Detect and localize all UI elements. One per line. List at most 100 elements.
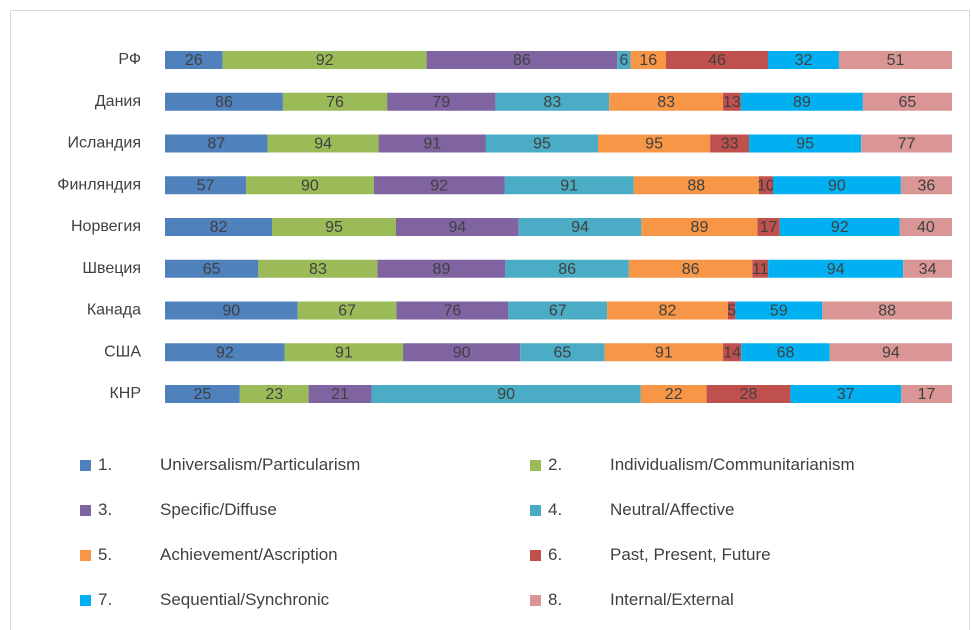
bar-segment: [609, 92, 724, 111]
bar-segment: [165, 134, 268, 153]
y-tick-label: Дания: [95, 93, 141, 110]
data-label: 95: [533, 136, 551, 153]
data-label: 76: [443, 303, 461, 320]
bar-segment: [900, 176, 952, 195]
data-label: 94: [571, 219, 589, 236]
bar-segment: [829, 343, 952, 362]
data-label: 83: [309, 261, 327, 278]
data-label: 5: [727, 303, 736, 320]
bar-segment: [640, 385, 707, 403]
y-tick-label: Финляндия: [57, 176, 141, 193]
data-label: 92: [430, 177, 448, 194]
data-label: 90: [453, 344, 471, 361]
data-label: 91: [335, 344, 353, 361]
data-label: 94: [448, 219, 466, 236]
bar-segment: [727, 301, 736, 320]
bar-segment: [752, 259, 769, 278]
data-label: 83: [657, 94, 675, 111]
legend-swatch: [80, 460, 91, 471]
bar-segment: [518, 218, 642, 236]
bar-segment: [282, 92, 388, 111]
legend-label: 8. Internal/External: [548, 590, 734, 609]
bar-segment: [403, 343, 521, 362]
legend-swatch: [530, 505, 541, 516]
bar-segment: [373, 176, 505, 195]
data-label: 94: [882, 344, 900, 361]
bar-segment: [165, 343, 285, 362]
data-label: 87: [207, 136, 225, 153]
data-label: 86: [215, 94, 233, 111]
data-label: 65: [203, 261, 221, 278]
data-label: 91: [423, 136, 441, 153]
bar-segment: [838, 51, 952, 69]
data-label: 90: [301, 177, 319, 194]
data-label: 6: [619, 52, 628, 69]
bar-segment: [396, 218, 519, 236]
data-label: 28: [740, 386, 758, 403]
bar-segment: [604, 343, 724, 362]
bar-segment: [272, 218, 397, 236]
legend-swatch: [530, 460, 541, 471]
data-label: 82: [210, 219, 228, 236]
bar-segment: [741, 343, 830, 362]
bar-segment: [767, 51, 839, 69]
data-label: 89: [691, 219, 709, 236]
bar-segment: [773, 176, 901, 195]
data-label: 88: [687, 177, 705, 194]
bar-segment: [740, 92, 863, 111]
bar-segment: [779, 218, 900, 236]
data-label: 95: [325, 219, 343, 236]
bar-segment: [378, 134, 486, 153]
data-label: 68: [777, 344, 795, 361]
bar-segment: [822, 301, 952, 320]
legend-label: 2. Individualism/Communitarianism: [548, 455, 855, 474]
data-label: 17: [760, 219, 778, 236]
bar-segment: [396, 301, 509, 320]
legend-label: 7. Sequential/Synchronic: [98, 590, 330, 609]
bar-segment: [862, 92, 952, 111]
bar-segment: [758, 176, 774, 195]
bar-segment: [377, 259, 506, 278]
y-tick-label: Швеция: [82, 260, 141, 277]
data-label: 77: [898, 136, 916, 153]
data-label: 67: [549, 303, 567, 320]
bar-segment: [245, 176, 374, 195]
data-label: 89: [433, 261, 451, 278]
bar-segment: [901, 385, 952, 403]
bar-segment: [617, 51, 631, 69]
legend-label: 4. Neutral/Affective: [548, 500, 735, 519]
data-label: 46: [708, 52, 726, 69]
bar-segment: [426, 51, 618, 69]
data-label: 88: [878, 303, 896, 320]
bar-segment: [165, 92, 283, 111]
bar-segment: [723, 343, 742, 362]
bar-segment: [258, 259, 378, 278]
bar-segment: [598, 134, 711, 153]
data-label: 90: [222, 303, 240, 320]
data-label: 65: [899, 94, 917, 111]
legend-label: 5. Achievement/Ascription: [98, 545, 338, 564]
bar-segment: [297, 301, 397, 320]
data-label: 57: [197, 177, 215, 194]
y-tick-label: Канада: [87, 302, 141, 319]
data-label: 37: [837, 386, 855, 403]
bar-segment: [735, 301, 823, 320]
bar-segment: [165, 259, 259, 278]
bar-segment: [899, 218, 952, 236]
bar-segment: [641, 218, 758, 236]
data-label: 17: [918, 386, 936, 403]
legend-swatch: [530, 595, 541, 606]
legend-label: 6. Past, Present, Future: [548, 545, 771, 564]
data-label: 26: [185, 52, 203, 69]
data-label: 90: [497, 386, 515, 403]
y-tick-label: КНР: [109, 385, 141, 402]
data-label: 76: [326, 94, 344, 111]
legend-swatch: [530, 550, 541, 561]
bar-segment: [165, 51, 223, 69]
data-label: 67: [338, 303, 356, 320]
data-label: 34: [919, 261, 937, 278]
data-label: 10: [757, 177, 775, 194]
